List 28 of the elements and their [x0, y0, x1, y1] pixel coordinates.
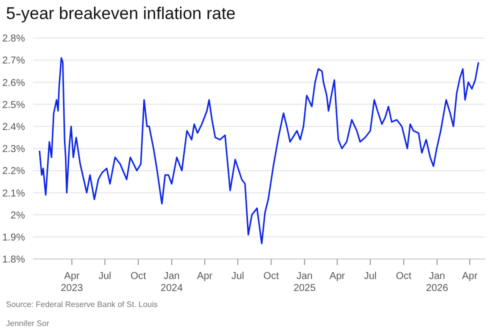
- y-tick-label: 2.5%: [2, 100, 26, 111]
- y-tick-label: 2%: [10, 210, 26, 222]
- x-tick-label: Jan 2024: [160, 271, 184, 294]
- source-note: Source: Federal Reserve Bank of St. Louis: [6, 300, 158, 309]
- x-tick-label: Apr: [196, 271, 214, 282]
- x-tick-label: Apr: [329, 271, 346, 282]
- y-tick-label: 2.1%: [2, 188, 26, 200]
- text: Jennifer Sor: [6, 319, 50, 328]
- chart-title: 5-year breakeven inflation rate: [6, 4, 236, 24]
- y-tick-label: 2.2%: [2, 166, 26, 178]
- y-tick-label: 2.3%: [2, 144, 26, 156]
- x-tick-label: Apr: [462, 271, 478, 282]
- x-tick-label: Jan 2025: [293, 271, 316, 294]
- y-tick-label: 2.8%: [2, 34, 26, 45]
- x-tick-label: Oct: [396, 271, 412, 282]
- x-tick-label: Oct: [130, 271, 146, 282]
- y-tick-label: 2.6%: [2, 78, 26, 89]
- x-tick-label: Jul: [231, 271, 244, 282]
- line-series: [38, 57, 480, 244]
- x-tick-label: Jul: [364, 271, 377, 282]
- x-tick-label: Jan 2026: [426, 271, 449, 294]
- y-tick-label: 1.8%: [2, 254, 26, 266]
- x-tick-label: Apr 2023: [60, 271, 84, 294]
- y-tick-label: 2.4%: [2, 122, 26, 133]
- y-tick-label: 2.7%: [2, 56, 26, 67]
- y-tick-label: 1.9%: [2, 232, 26, 244]
- x-tick-label: Oct: [263, 271, 280, 282]
- x-tick-label: Jul: [98, 271, 112, 282]
